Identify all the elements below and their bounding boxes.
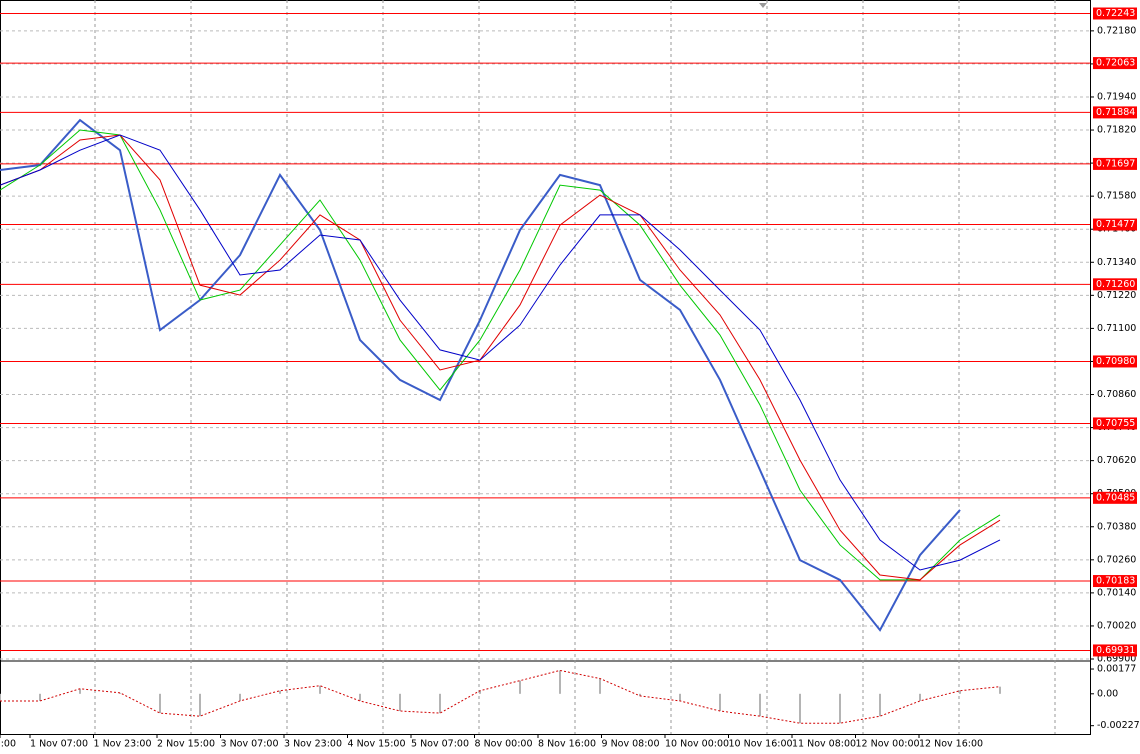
shift-marker: [759, 3, 767, 8]
level-label: 0.71477: [1096, 219, 1135, 230]
osc-bar: [879, 693, 881, 717]
y-tick-label: 0.70380: [1097, 521, 1136, 532]
y-tick-label: 0.71340: [1097, 257, 1136, 268]
level-label-bg: [1093, 7, 1137, 20]
level-label: 0.70183: [1096, 576, 1135, 587]
y-tick-label: 0.71820: [1097, 125, 1136, 136]
series-line: [0, 134, 1001, 581]
x-tick-label: 8 Nov 00:00: [475, 739, 533, 750]
series-line: [0, 118, 961, 632]
osc-tick-label: 0.00: [1097, 688, 1118, 699]
x-tick-label: 10 Nov 16:00: [729, 739, 793, 750]
level-label: 0.70755: [1096, 418, 1135, 429]
osc-bar: [559, 670, 561, 694]
x-tick-label: 5:00: [0, 739, 16, 750]
level-label: 0.70980: [1096, 356, 1135, 367]
level-label: 0.69931: [1096, 645, 1135, 656]
osc-bar: [119, 692, 121, 694]
osc-bar: [719, 693, 721, 712]
osc-bar: [159, 693, 161, 714]
level-label-bg: [1093, 157, 1137, 170]
osc-signal: [0, 669, 1001, 724]
series-line: [0, 129, 1001, 581]
y-tick-label: 0.72180: [1097, 25, 1136, 36]
osc-bar: [639, 693, 641, 696]
level-label: 0.71260: [1096, 279, 1135, 290]
x-tick-label: 5 Nov 07:00: [411, 739, 469, 750]
osc-bar: [999, 686, 1001, 694]
y-tick-label: 0.69900: [1097, 654, 1136, 665]
level-label-bg: [1093, 491, 1137, 504]
osc-bar: [439, 693, 441, 714]
level-label-bg: [1093, 57, 1137, 70]
series-line: [0, 134, 1001, 571]
y-tick-label: 0.70260: [1097, 554, 1136, 565]
x-tick-label: 12 Nov 16:00: [919, 739, 983, 750]
x-tick-label: 3 Nov 07:00: [221, 739, 279, 750]
osc-tick-label: 0.00177: [1097, 664, 1136, 675]
x-tick-label: 1 Nov 23:00: [94, 739, 152, 750]
osc-bar: [79, 688, 81, 694]
y-tick-label: 0.71220: [1097, 290, 1136, 301]
osc-bar: [279, 690, 281, 694]
osc-bar: [759, 693, 761, 717]
y-tick-label: 0.71940: [1097, 91, 1136, 102]
level-label-bg: [1093, 106, 1137, 119]
level-label: 0.70485: [1096, 492, 1135, 503]
y-tick-label: 0.71580: [1097, 191, 1136, 202]
level-label-bg: [1093, 355, 1137, 368]
level-label-bg: [1093, 278, 1137, 291]
level-label: 0.71697: [1096, 158, 1135, 169]
level-label-bg: [1093, 575, 1137, 588]
plot-frame: [0, 0, 1091, 735]
y-tick-label: 0.71100: [1097, 323, 1136, 334]
level-label-bg: [1093, 417, 1137, 430]
osc-bar: [319, 685, 321, 694]
level-label: 0.72063: [1096, 58, 1135, 69]
osc-bar: [359, 693, 361, 701]
level-label-bg: [1093, 218, 1137, 231]
y-tick-label: 0.70020: [1097, 620, 1136, 631]
x-tick-label: 4 Nov 15:00: [348, 739, 406, 750]
osc-bar: [679, 693, 681, 701]
x-tick-label: 1 Nov 07:00: [30, 739, 88, 750]
x-tick-label: 2 Nov 15:00: [157, 739, 215, 750]
x-tick-label: 10 Nov 00:00: [665, 739, 729, 750]
osc-bar: [839, 693, 841, 724]
osc-bar: [239, 693, 241, 701]
osc-bar: [599, 678, 601, 694]
osc-bar: [519, 680, 521, 694]
osc-bar: [919, 693, 921, 701]
osc-bar: [39, 693, 41, 701]
osc-bar: [199, 693, 201, 717]
y-tick-label: 0.70860: [1097, 389, 1136, 400]
osc-bar: [479, 690, 481, 694]
osc-bar: [0, 693, 1, 701]
y-tick-label: 0.70620: [1097, 455, 1136, 466]
y-tick-label: 0.70140: [1097, 587, 1136, 598]
osc-bar: [799, 693, 801, 724]
level-label-bg: [1093, 644, 1137, 657]
level-label: 0.72243: [1096, 8, 1135, 19]
osc-bar: [399, 693, 401, 712]
x-tick-label: 11 Nov 08:00: [792, 739, 856, 750]
x-tick-label: 8 Nov 16:00: [538, 739, 596, 750]
x-tick-label: 12 Nov 00:00: [856, 739, 920, 750]
x-tick-label: 9 Nov 08:00: [602, 739, 660, 750]
osc-tick-label: -0.002277: [1097, 720, 1140, 731]
level-label: 0.71884: [1096, 107, 1135, 118]
osc-bar: [959, 690, 961, 694]
x-tick-label: 3 Nov 23:00: [284, 739, 342, 750]
